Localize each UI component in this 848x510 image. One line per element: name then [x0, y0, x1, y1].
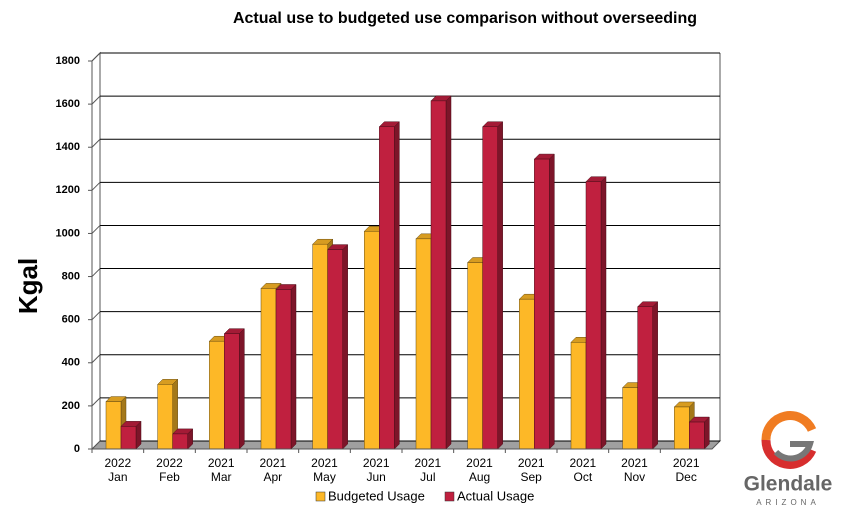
- x-tick-year: 2022: [156, 456, 183, 470]
- y-tick-label: 400: [62, 357, 80, 369]
- x-tick-year: 2021: [673, 456, 700, 470]
- grid-line-side: [91, 354, 101, 364]
- x-tick-label: May: [313, 470, 336, 484]
- y-tick-label: 1000: [56, 227, 80, 239]
- legend-label: Actual Usage: [457, 488, 534, 503]
- x-tick-label: Nov: [624, 470, 645, 484]
- y-tick-label: 1400: [56, 141, 80, 153]
- y-axis-label: Kgal: [13, 258, 43, 314]
- x-tick-year: 2021: [311, 456, 338, 470]
- bar-side: [239, 328, 245, 450]
- x-tick-year: 2021: [208, 456, 235, 470]
- y-tick-label: 1600: [56, 98, 80, 110]
- bar: [482, 126, 498, 450]
- logo: Glendale ARIZONA: [744, 411, 833, 507]
- bar: [260, 288, 277, 450]
- bar: [172, 433, 188, 450]
- x-tick-year: 2021: [518, 456, 545, 470]
- bar: [430, 100, 447, 450]
- x-tick-label: Jun: [366, 470, 385, 484]
- bar: [379, 126, 395, 450]
- bar: [519, 298, 535, 450]
- x-tick-label: Jul: [420, 470, 435, 484]
- chart-title: Actual use to budgeted use comparison wi…: [233, 10, 697, 27]
- bar: [622, 387, 638, 450]
- bar: [209, 340, 225, 450]
- logo-arc: [761, 439, 817, 469]
- plot-area: [90, 51, 722, 450]
- x-tick-label: Dec: [675, 470, 696, 484]
- y-tick-label: 800: [62, 270, 80, 282]
- grid-line-side: [91, 440, 101, 450]
- logo-arc: [761, 411, 817, 441]
- bar-side: [290, 283, 297, 450]
- x-tick-year: 2021: [569, 456, 596, 470]
- bar: [467, 262, 483, 450]
- x-tick-label: Feb: [159, 470, 180, 484]
- bar-side: [704, 416, 710, 450]
- y-tick-label: 200: [62, 400, 80, 412]
- x-tick-label: Aug: [469, 470, 490, 484]
- x-tick-year: 2021: [414, 456, 441, 470]
- bar: [534, 158, 550, 450]
- bar-side: [600, 176, 607, 450]
- x-tick-year: 2022: [104, 456, 131, 470]
- logo-name: Glendale: [744, 473, 833, 496]
- y-tick-label: 1800: [56, 55, 80, 67]
- bar-side: [652, 301, 658, 450]
- logo-subtitle: ARIZONA: [756, 498, 820, 507]
- bar: [637, 306, 653, 450]
- bar: [364, 231, 380, 450]
- grid-line-side: [91, 397, 101, 407]
- bar: [224, 333, 240, 450]
- x-tick-year: 2021: [466, 456, 493, 470]
- x-tick-label: Apr: [263, 470, 282, 484]
- bar: [157, 384, 173, 450]
- legend-label: Budgeted Usage: [328, 488, 425, 503]
- x-tick-year: 2021: [259, 456, 286, 470]
- logo-g: [773, 441, 814, 462]
- bar: [585, 181, 602, 450]
- bar-side: [394, 121, 400, 450]
- x-tick-label: Sep: [520, 470, 542, 484]
- grid-line-side: [91, 138, 101, 148]
- bar-side: [342, 244, 348, 450]
- bar: [120, 426, 137, 450]
- bar-side: [497, 121, 503, 450]
- x-tick-label: Oct: [573, 470, 592, 484]
- y-tick-label: 1200: [56, 184, 80, 196]
- y-tick-label: 600: [62, 314, 80, 326]
- bar: [570, 342, 587, 450]
- bar: [105, 401, 122, 450]
- bar: [674, 406, 690, 450]
- side-wall: [91, 51, 101, 449]
- bar-side: [549, 153, 555, 450]
- grid-line-side: [91, 225, 101, 234]
- x-tick-year: 2021: [363, 456, 390, 470]
- bar: [275, 289, 292, 450]
- grid-line-side: [91, 181, 101, 191]
- bar: [689, 421, 705, 450]
- grid-line-side: [91, 311, 101, 321]
- grid-line-side: [91, 52, 101, 62]
- bar: [312, 243, 328, 450]
- bar-side: [445, 95, 452, 450]
- x-tick-year: 2021: [621, 456, 648, 470]
- grid-line-side: [91, 268, 101, 277]
- legend-swatch: [444, 491, 455, 502]
- bar: [415, 238, 432, 450]
- grid-line-side: [91, 95, 101, 105]
- legend-swatch: [315, 491, 326, 502]
- bar: [327, 249, 343, 450]
- y-tick-label: 0: [74, 443, 80, 455]
- x-tick-label: Mar: [211, 470, 232, 484]
- x-tick-label: Jan: [108, 470, 127, 484]
